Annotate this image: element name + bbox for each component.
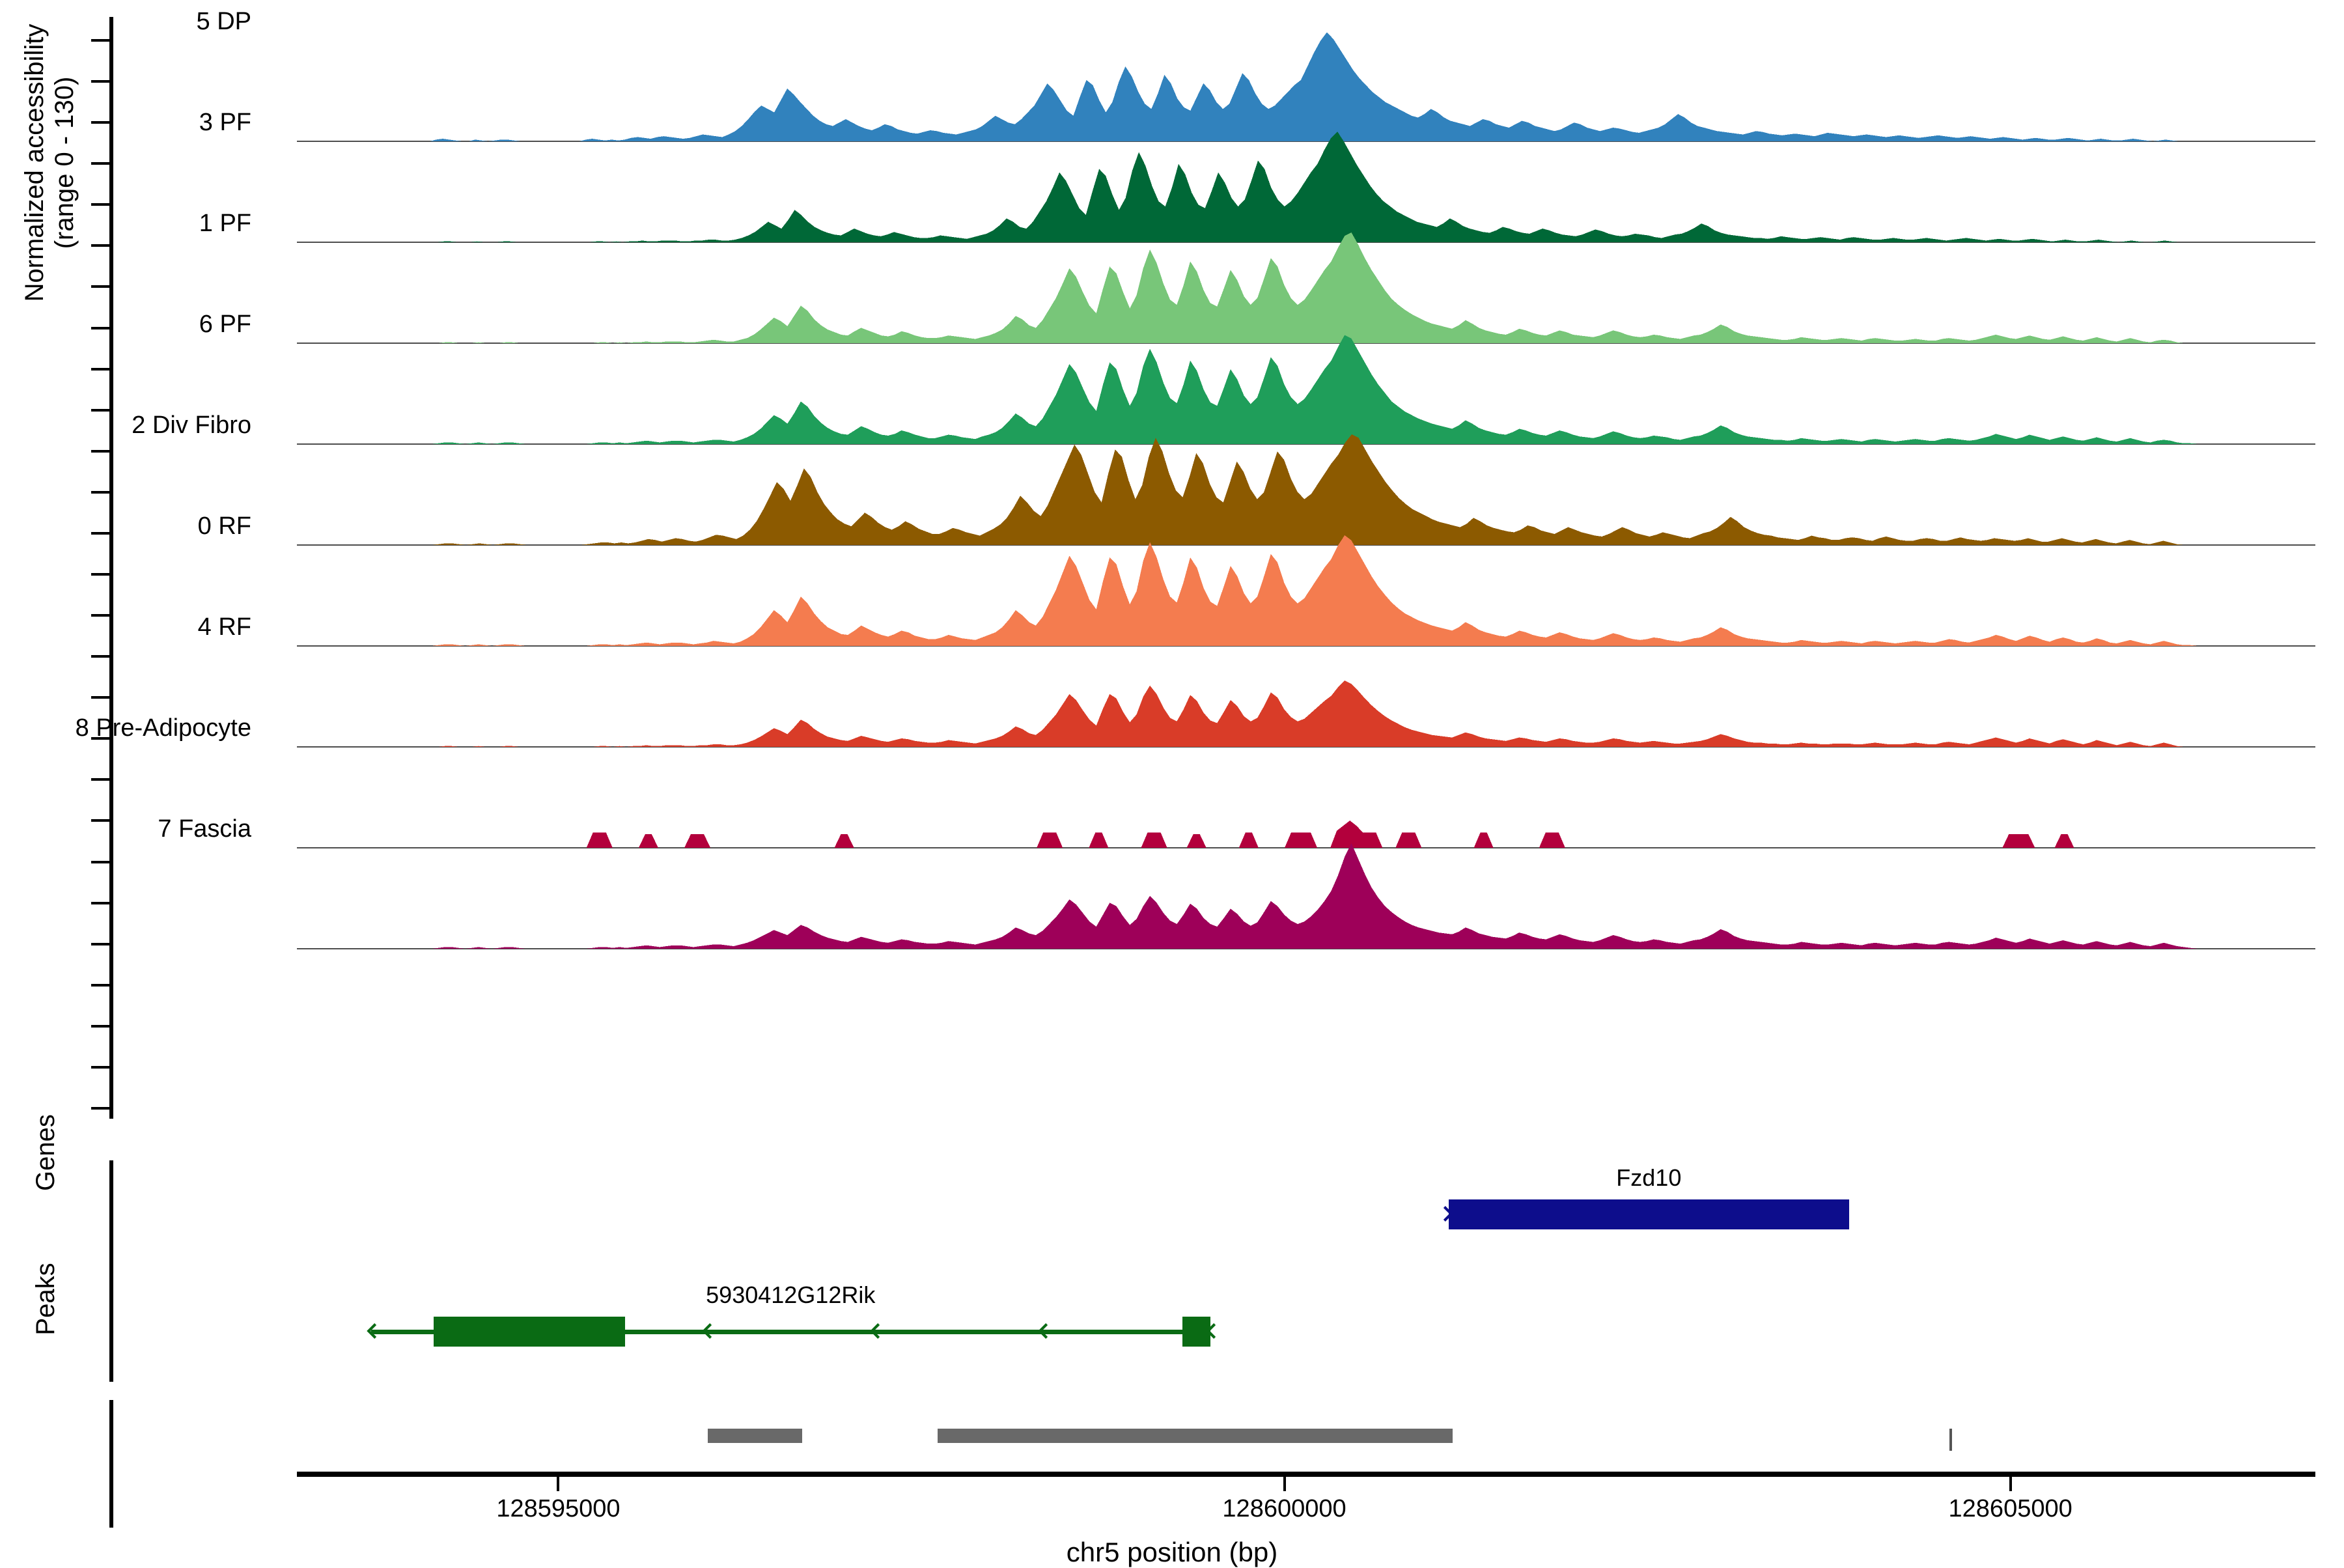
y-axis-tick <box>91 573 109 576</box>
track-baseline <box>297 746 2315 748</box>
y-axis-tick <box>91 819 109 822</box>
y-axis-tick <box>91 1024 109 1028</box>
track-baseline <box>297 242 2315 243</box>
strand-arrow-left-icon <box>1206 1323 1216 1339</box>
gene-exon[interactable] <box>1182 1317 1210 1347</box>
peak-region[interactable] <box>708 1429 803 1443</box>
signal-track <box>297 333 2315 445</box>
track-signal-area <box>371 232 2224 343</box>
track-signal-area <box>371 535 2224 646</box>
strand-arrow-left-icon <box>1038 1323 1048 1339</box>
y-axis-tick <box>91 655 109 658</box>
signal-axis-spine <box>109 17 113 1119</box>
gene-backbone <box>370 1330 1210 1334</box>
strand-arrow-right-icon <box>1443 1206 1453 1222</box>
genes-axis-spine <box>109 1160 113 1382</box>
track-signal-area <box>371 434 2224 545</box>
y-axis-tick <box>91 449 109 453</box>
y-axis-tick <box>91 162 109 165</box>
y-axis-tick <box>91 901 109 904</box>
track-baseline <box>297 443 2315 445</box>
y-axis-tick <box>91 860 109 863</box>
y-axis-label: Normalized accessibility (range 0 - 130) <box>20 23 79 302</box>
y-axis-tick <box>91 203 109 206</box>
track-baseline <box>297 948 2315 949</box>
track-signal-area <box>371 32 2224 141</box>
y-axis-tick <box>91 244 109 247</box>
strand-arrow-left-icon <box>534 1323 544 1339</box>
track-baseline <box>297 645 2315 647</box>
peak-region[interactable] <box>937 1429 1453 1443</box>
strand-arrow-left-icon <box>702 1323 712 1339</box>
signal-track <box>297 30 2315 142</box>
x-axis-tick-label: 128595000 <box>496 1495 621 1522</box>
track-baseline <box>297 343 2315 344</box>
y-axis-tick <box>91 121 109 124</box>
track-signal-area <box>371 680 2224 747</box>
track-label: 5 DP <box>196 8 251 35</box>
genes-axis-label: Genes <box>31 1114 60 1191</box>
x-axis-tick <box>557 1477 560 1491</box>
signal-track <box>297 535 2315 647</box>
y-axis-tick <box>91 285 109 288</box>
track-label: 4 RF <box>197 613 251 641</box>
signal-track <box>297 736 2315 848</box>
y-axis-tick <box>91 39 109 42</box>
x-axis-tick <box>1283 1477 1286 1491</box>
x-axis-tick-label: 128600000 <box>1222 1495 1346 1522</box>
gene-exon[interactable] <box>433 1317 625 1347</box>
y-axis-tick <box>91 983 109 987</box>
signal-track <box>297 434 2315 546</box>
signal-track <box>297 636 2315 748</box>
track-baseline <box>297 141 2315 142</box>
y-axis-tick <box>91 1107 109 1110</box>
strand-arrow-left-icon <box>870 1323 880 1339</box>
x-axis-title: chr5 position (bp) <box>1066 1537 1278 1567</box>
y-axis-tick <box>91 778 109 781</box>
y-axis-tick <box>91 942 109 945</box>
y-axis-tick <box>91 1065 109 1069</box>
y-axis-tick <box>91 367 109 371</box>
y-axis-tick <box>91 80 109 83</box>
gene-label: Fzd10 <box>1616 1164 1682 1191</box>
peaks-axis-label: Peaks <box>31 1263 60 1336</box>
track-label: 7 Fascia <box>158 815 251 843</box>
x-axis-tick <box>2009 1477 2012 1491</box>
y-axis-tick <box>91 531 109 535</box>
y-axis-tick <box>91 490 109 494</box>
track-label: 6 PF <box>199 311 251 338</box>
track-label: 8 Pre-Adipocyte <box>75 714 251 742</box>
track-signal-area <box>371 335 2224 444</box>
gene-label: 5930412G12Rik <box>706 1281 876 1308</box>
x-axis-tick-label: 128605000 <box>1948 1495 2072 1522</box>
signal-track <box>297 131 2315 243</box>
track-signal-area <box>371 132 2224 242</box>
track-signal-area <box>371 843 2224 949</box>
y-axis-tick <box>91 696 109 699</box>
genes-panel: Fzd10 5930412G12Rik <box>297 1160 2315 1382</box>
gene-exon[interactable] <box>1448 1199 1850 1229</box>
peaks-axis-spine <box>109 1400 113 1528</box>
track-signal-area <box>371 820 2224 848</box>
track-label: 1 PF <box>199 210 251 237</box>
track-label: 2 Div Fibro <box>132 412 251 439</box>
track-baseline <box>297 544 2315 546</box>
track-baseline <box>297 847 2315 848</box>
signal-track <box>297 232 2315 344</box>
signal-track <box>297 837 2315 949</box>
track-label: 0 RF <box>197 512 251 540</box>
y-axis-tick <box>91 614 109 617</box>
x-axis-line <box>297 1472 2315 1477</box>
y-axis-tick <box>91 326 109 329</box>
track-label: 3 PF <box>199 109 251 136</box>
y-axis-tick <box>91 737 109 740</box>
strand-arrow-left-icon <box>367 1323 376 1339</box>
y-axis-tick <box>91 408 109 412</box>
peaks-panel <box>297 1400 2315 1528</box>
peak-region[interactable] <box>1949 1429 1952 1451</box>
